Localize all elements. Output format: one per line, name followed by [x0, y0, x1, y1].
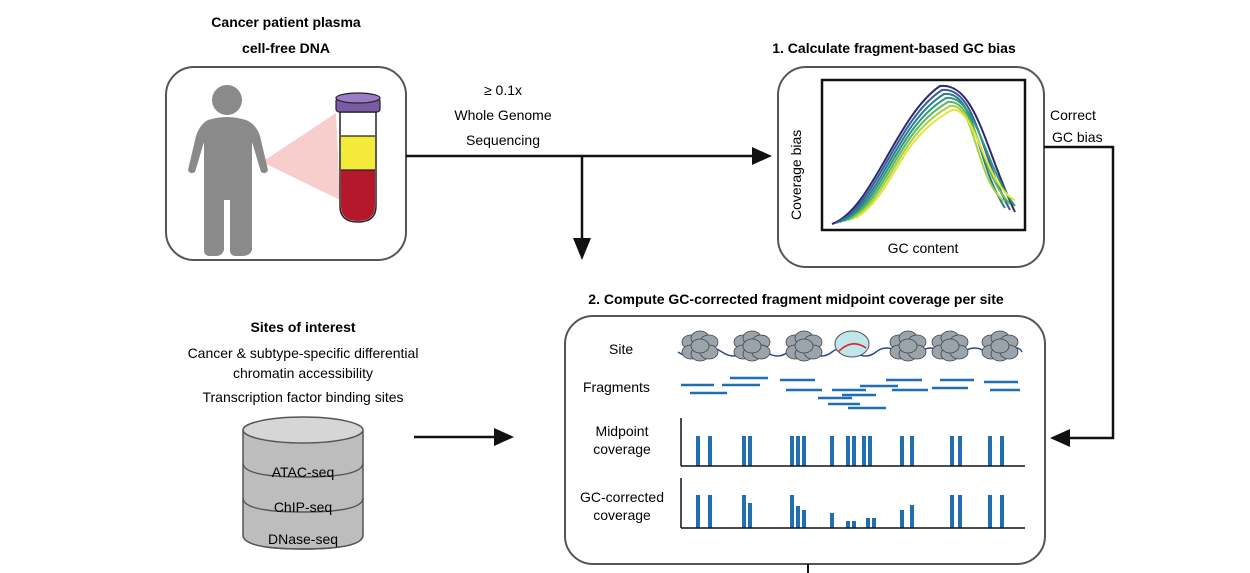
coverage-bar [988, 436, 992, 466]
gc-bias-curve [855, 108, 1016, 219]
gc-bias-curve [839, 92, 1006, 223]
sites-title: Sites of interest [250, 319, 356, 335]
patient-title-line1: Cancer patient plasma [211, 14, 361, 30]
sequencing-label-line2: Sequencing [466, 132, 540, 148]
row-label-midpoint-line2: coverage [593, 441, 651, 457]
gc-bias-curves [831, 84, 1016, 225]
sites-line1: Cancer & subtype-specific differential [187, 345, 419, 361]
nucleosome-icon [889, 330, 927, 362]
coverage-bar [958, 495, 962, 528]
coverage-bar [696, 436, 700, 466]
coverage-bar [1000, 495, 1004, 528]
coverage-bar [708, 495, 712, 528]
correct-gc-label-line1: Correct [1050, 107, 1096, 123]
coverage-bar [708, 436, 712, 466]
correct-gc-arrow-head-icon [1050, 429, 1070, 447]
patient-title-line2: cell-free DNA [242, 40, 330, 56]
coverage-bar [868, 436, 872, 466]
coverage-bar [790, 436, 794, 466]
db-layer-chip: ChIP-seq [273, 499, 333, 515]
sequencing-arrow-head-icon [752, 147, 772, 165]
coverage-bar [900, 510, 904, 528]
gc-bias-box [777, 66, 1045, 268]
coverage-bar [830, 436, 834, 466]
coverage-bar [866, 518, 870, 528]
gc-plot-xlabel: GC content [887, 240, 959, 256]
nucleosome-icon [931, 330, 969, 362]
coverage-bar [1000, 436, 1004, 466]
sequencing-depth: ≥ 0.1x [483, 82, 523, 98]
midpoint-coverage-track [696, 436, 1004, 466]
coverage-bar [852, 436, 856, 466]
coverage-bar [910, 436, 914, 466]
db-layer-atac: ATAC-seq [271, 464, 335, 480]
sites-arrow-head-icon [494, 428, 514, 446]
coverage-bar [852, 521, 856, 528]
nucleosome-icon [981, 330, 1019, 362]
gc-bias-curve [847, 100, 1011, 221]
coverage-bar [802, 436, 806, 466]
step1-title: 1. Calculate fragment-based GC bias [772, 40, 1016, 56]
coverage-bar [872, 518, 876, 528]
coverage-bar [846, 436, 850, 466]
coverage-bar [802, 510, 806, 528]
row-label-midpoint-line1: Midpoint [595, 423, 649, 439]
blood-tube-icon [335, 92, 381, 223]
correct-gc-label-line2: GC bias [1052, 129, 1103, 145]
coverage-bar [988, 495, 992, 528]
coverage-bar [958, 436, 962, 466]
fragments-track [681, 376, 1020, 410]
coverage-bar [748, 436, 752, 466]
coverage-bar [790, 495, 794, 528]
coverage-bar [742, 495, 746, 528]
patient-figure-icon [188, 85, 268, 256]
coverage-bar [696, 495, 700, 528]
coverage-bar [846, 521, 850, 528]
nucleosome-icon [785, 330, 823, 362]
gc-plot-ylabel: Coverage bias [788, 129, 804, 220]
nucleosome-icon [733, 330, 771, 362]
row-label-fragments: Fragments [583, 379, 650, 395]
row-label-site: Site [609, 341, 634, 357]
step2-title: 2. Compute GC-corrected fragment midpoin… [588, 291, 1004, 307]
coverage-bar [910, 505, 914, 528]
row-label-gc-line1: GC-corrected [579, 489, 665, 505]
sites-line3: Transcription factor binding sites [202, 389, 404, 405]
gc-corrected-coverage-track [696, 495, 1004, 528]
row-label-gc-line2: coverage [593, 507, 651, 523]
gc-bias-plot-frame [820, 78, 1027, 232]
sequencing-label-line1: Whole Genome [454, 107, 552, 123]
nucleosome-icon [681, 330, 719, 362]
coverage-bar [830, 513, 834, 528]
sites-line2: chromatin accessibility [232, 365, 374, 381]
gc-bias-curve [835, 88, 1011, 224]
coverage-bar [950, 436, 954, 466]
coverage-bar [748, 503, 752, 528]
gc-bias-curve [831, 84, 1016, 225]
down-arrow-head-icon [573, 238, 591, 260]
coverage-bar [862, 436, 866, 466]
gc-bias-curve [851, 104, 1006, 220]
database-stack-icon [242, 416, 364, 550]
site-track [677, 330, 1023, 362]
coverage-bar [950, 495, 954, 528]
gc-bias-curve [843, 96, 1016, 222]
coverage-bar [796, 506, 800, 528]
correct-gc-connector [1044, 145, 1115, 440]
coverage-bar [796, 436, 800, 466]
coverage-bar [900, 436, 904, 466]
db-layer-dnase: DNase-seq [267, 531, 339, 547]
coverage-bar [742, 436, 746, 466]
sample-beam [262, 113, 340, 200]
